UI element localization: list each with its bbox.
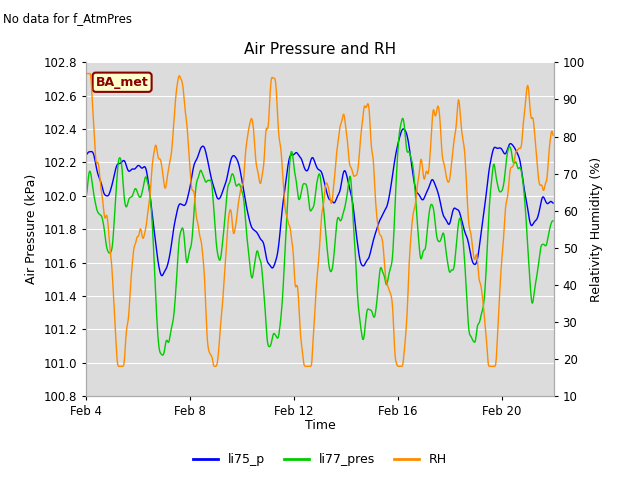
Title: Air Pressure and RH: Air Pressure and RH	[244, 42, 396, 57]
X-axis label: Time: Time	[305, 420, 335, 432]
Y-axis label: Relativity Humidity (%): Relativity Humidity (%)	[591, 156, 604, 302]
Text: No data for f_AtmPres: No data for f_AtmPres	[3, 12, 132, 25]
Y-axis label: Air Pressure (kPa): Air Pressure (kPa)	[25, 174, 38, 284]
Text: BA_met: BA_met	[96, 76, 148, 89]
Legend: li75_p, li77_pres, RH: li75_p, li77_pres, RH	[188, 448, 452, 471]
